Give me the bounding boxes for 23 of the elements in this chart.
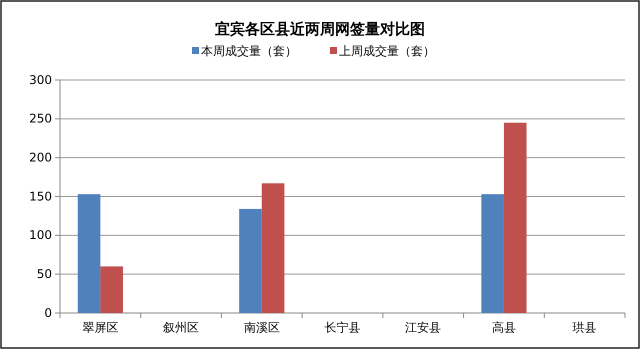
bar (239, 208, 262, 313)
bar (100, 266, 123, 313)
x-tick-label: 翠屏区 (82, 320, 118, 335)
bar (504, 122, 527, 313)
y-tick-label: 150 (29, 189, 52, 204)
y-tick-label: 0 (44, 306, 52, 320)
bar (481, 194, 504, 313)
y-tick-label: 50 (36, 267, 52, 282)
x-tick-label: 珙县 (572, 320, 597, 335)
x-tick-label: 江安县 (405, 320, 442, 335)
legend-label: 本周成交量（套） (201, 44, 297, 58)
legend-label: 上周成交量（套） (339, 44, 435, 58)
x-tick-label: 长宁县 (324, 320, 360, 335)
x-tick-label: 南溪区 (244, 320, 280, 335)
chart-title: 宜宾各区县近两周网签量对比图 (215, 20, 425, 38)
x-tick-label: 叙州区 (163, 320, 200, 335)
y-tick-label: 200 (29, 150, 52, 165)
y-tick-label: 300 (29, 72, 52, 87)
bar (262, 183, 284, 313)
y-tick-label: 250 (29, 112, 52, 126)
bar (78, 194, 100, 313)
x-tick-label: 高县 (492, 320, 516, 335)
y-tick-label: 100 (29, 228, 52, 242)
